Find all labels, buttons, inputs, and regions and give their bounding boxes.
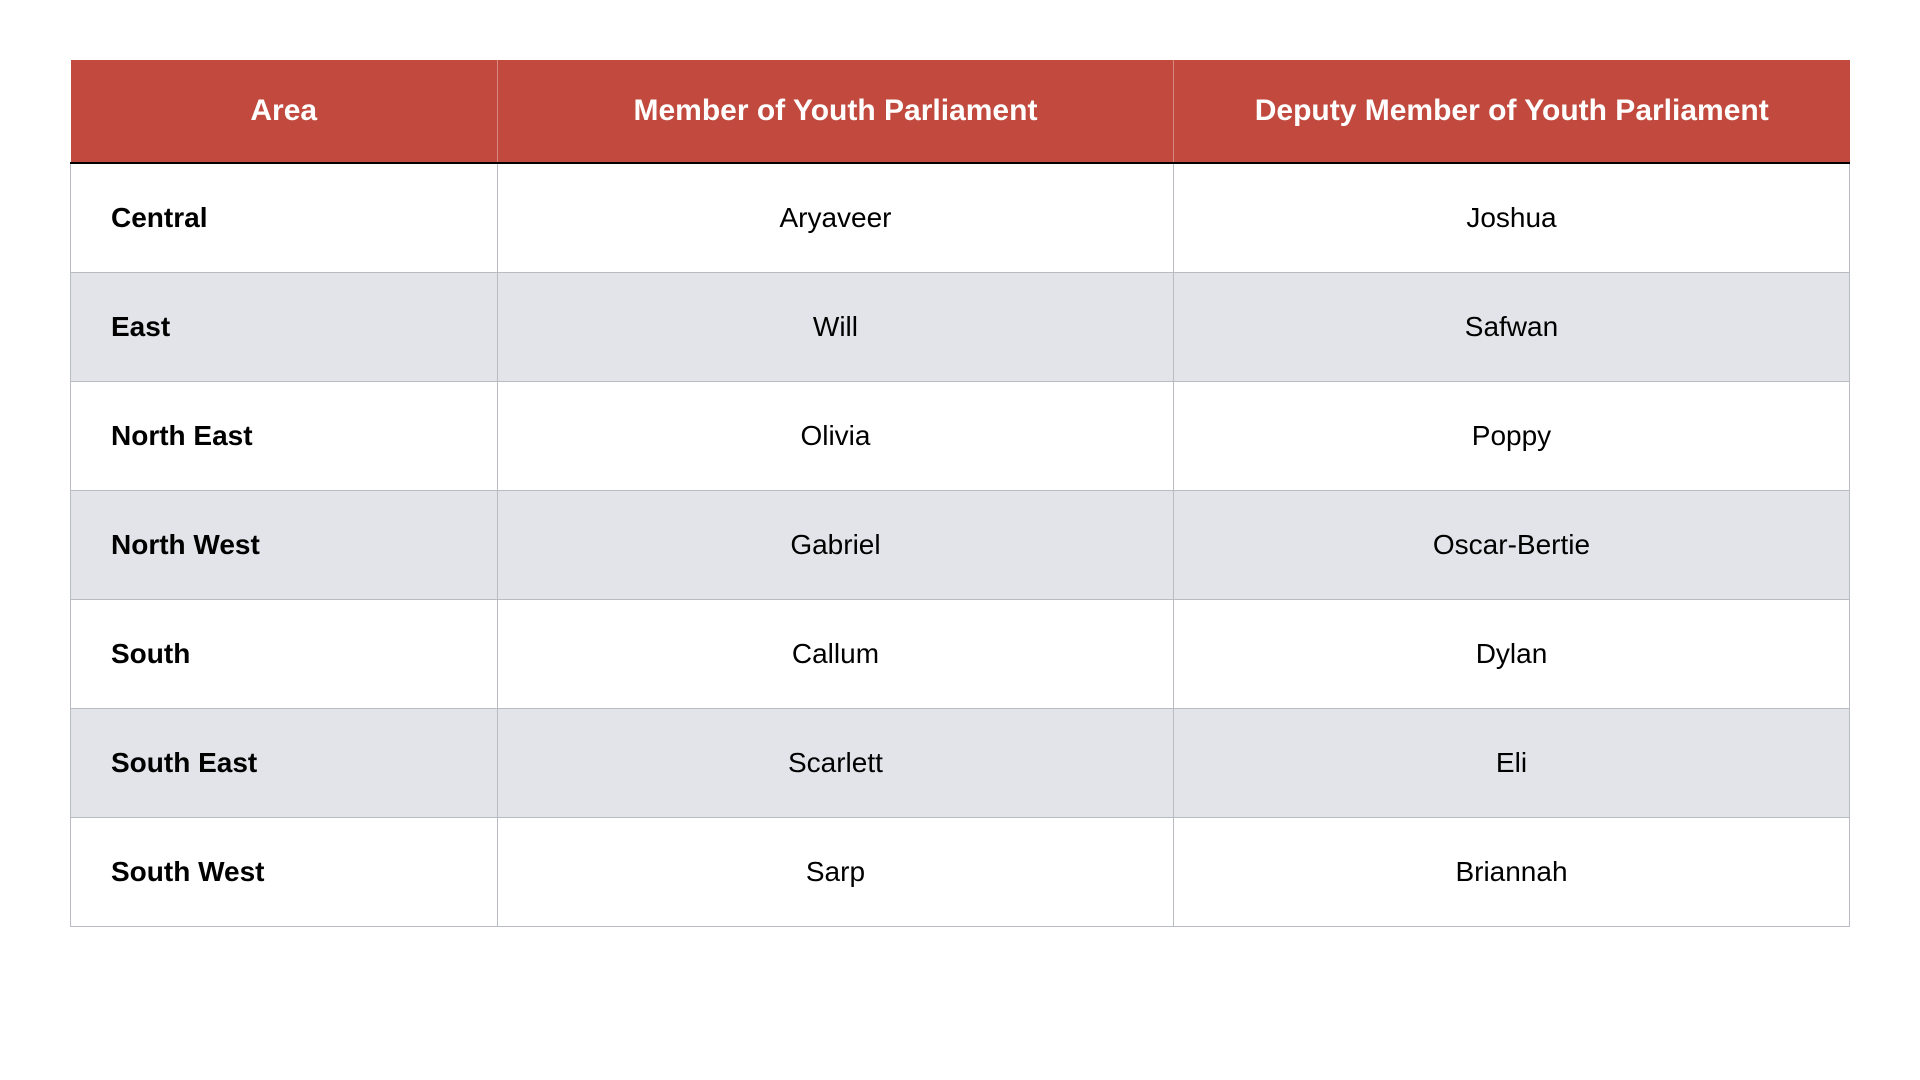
- cell-area: North East: [71, 382, 498, 491]
- col-header-area: Area: [71, 60, 498, 163]
- cell-deputy: Briannah: [1173, 818, 1849, 927]
- table-row: Central Aryaveer Joshua: [71, 163, 1850, 273]
- cell-member: Gabriel: [497, 491, 1173, 600]
- cell-area: South West: [71, 818, 498, 927]
- cell-member: Sarp: [497, 818, 1173, 927]
- cell-deputy: Poppy: [1173, 382, 1849, 491]
- youth-parliament-table: Area Member of Youth Parliament Deputy M…: [70, 60, 1850, 927]
- cell-member: Scarlett: [497, 709, 1173, 818]
- table-row: South West Sarp Briannah: [71, 818, 1850, 927]
- cell-member: Will: [497, 273, 1173, 382]
- cell-deputy: Eli: [1173, 709, 1849, 818]
- cell-deputy: Dylan: [1173, 600, 1849, 709]
- cell-member: Aryaveer: [497, 163, 1173, 273]
- table-row: South East Scarlett Eli: [71, 709, 1850, 818]
- col-header-member: Member of Youth Parliament: [497, 60, 1173, 163]
- page-container: Area Member of Youth Parliament Deputy M…: [0, 0, 1920, 987]
- cell-area: South: [71, 600, 498, 709]
- cell-area: East: [71, 273, 498, 382]
- table-body: Central Aryaveer Joshua East Will Safwan…: [71, 163, 1850, 927]
- cell-member: Olivia: [497, 382, 1173, 491]
- cell-member: Callum: [497, 600, 1173, 709]
- table-row: North East Olivia Poppy: [71, 382, 1850, 491]
- table-row: North West Gabriel Oscar-Bertie: [71, 491, 1850, 600]
- table-row: East Will Safwan: [71, 273, 1850, 382]
- cell-area: Central: [71, 163, 498, 273]
- cell-deputy: Safwan: [1173, 273, 1849, 382]
- cell-deputy: Joshua: [1173, 163, 1849, 273]
- cell-area: North West: [71, 491, 498, 600]
- cell-deputy: Oscar-Bertie: [1173, 491, 1849, 600]
- col-header-deputy: Deputy Member of Youth Parliament: [1173, 60, 1849, 163]
- table-row: South Callum Dylan: [71, 600, 1850, 709]
- table-header: Area Member of Youth Parliament Deputy M…: [71, 60, 1850, 163]
- cell-area: South East: [71, 709, 498, 818]
